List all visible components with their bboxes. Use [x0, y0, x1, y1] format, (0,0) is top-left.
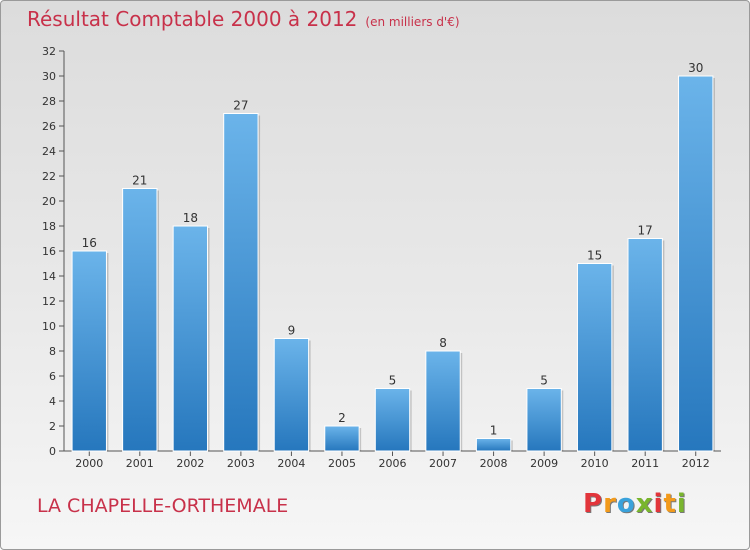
- bar-value-label: 15: [587, 249, 602, 263]
- bar-value-label: 8: [439, 336, 447, 350]
- chart-title: Résultat Comptable 2000 à 2012 (en millie…: [27, 7, 460, 31]
- bar-value-label: 1: [490, 424, 498, 438]
- x-tick-label: 2012: [682, 457, 710, 470]
- logo-letter: i: [676, 489, 687, 519]
- bar-value-label: 5: [389, 374, 397, 388]
- bar-value-label: 18: [183, 211, 198, 225]
- bar: [374, 388, 411, 452]
- x-tick-label: 2005: [328, 457, 356, 470]
- y-tick-label: 28: [42, 95, 56, 108]
- bar-value-label: 30: [688, 61, 703, 75]
- logo-letter: i: [653, 489, 664, 519]
- bar: [223, 113, 259, 452]
- bar: [526, 388, 562, 452]
- y-tick-label: 14: [42, 270, 56, 283]
- x-tick-label: 2006: [379, 457, 407, 470]
- bar-value-label: 2: [338, 411, 346, 425]
- bar-value-label: 27: [233, 99, 248, 113]
- bar-value-label: 5: [540, 374, 548, 388]
- commune-name: LA CHAPELLE-ORTHEMALE: [37, 495, 289, 517]
- x-tick-label: 2008: [480, 457, 508, 470]
- x-tick-label: 2001: [126, 457, 154, 470]
- bar: [425, 350, 461, 452]
- bar: [273, 338, 310, 452]
- logo-letter: o: [616, 489, 636, 519]
- chart-title-text: Résultat Comptable 2000 à 2012: [27, 7, 358, 31]
- logo-letter: r: [603, 489, 617, 519]
- y-tick-label: 30: [42, 70, 56, 83]
- bar: [627, 238, 663, 452]
- y-tick-label: 24: [42, 145, 56, 158]
- y-tick-label: 26: [42, 120, 56, 133]
- labels: 16 2000 21 2001 18 2002 27 2003 9 2004 2 2005 5 2006 8…: [75, 61, 709, 470]
- x-tick-label: 2011: [631, 457, 659, 470]
- y-tick-label: 22: [42, 170, 56, 183]
- bar: [71, 250, 107, 452]
- y-tick-label: 0: [49, 445, 56, 458]
- chart-subtitle: (en milliers d'€): [365, 15, 460, 29]
- x-tick-label: 2010: [581, 457, 609, 470]
- y-tick-label: 4: [49, 395, 56, 408]
- x-tick-label: 2003: [227, 457, 255, 470]
- bar: [324, 425, 360, 452]
- bar: [678, 75, 714, 452]
- bar-value-label: 16: [82, 236, 97, 250]
- y-tick-label: 18: [42, 220, 56, 233]
- y-tick-label: 32: [42, 45, 56, 58]
- y-tick-label: 2: [49, 420, 56, 433]
- bar-value-label: 21: [132, 174, 147, 188]
- x-tick-label: 2009: [530, 457, 558, 470]
- y-tick-label: 10: [42, 320, 56, 333]
- logo-letter: t: [663, 489, 677, 519]
- bars: [71, 75, 715, 452]
- proxiti-logo: Proxiti: [583, 489, 687, 519]
- y-tick-label: 6: [49, 370, 56, 383]
- bar: [172, 225, 209, 452]
- bar-value-label: 17: [638, 224, 653, 238]
- bar: [122, 188, 158, 452]
- x-tick-label: 2007: [429, 457, 457, 470]
- bar: [576, 263, 613, 452]
- y-tick-label: 12: [42, 295, 56, 308]
- y-tick-label: 16: [42, 245, 56, 258]
- x-tick-label: 2004: [277, 457, 305, 470]
- logo-letter: P: [583, 489, 604, 519]
- bar-value-label: 9: [288, 324, 296, 338]
- bar: [475, 438, 512, 452]
- y-tick-label: 20: [42, 195, 56, 208]
- x-tick-label: 2002: [176, 457, 204, 470]
- x-tick-label: 2000: [75, 457, 103, 470]
- logo-letter: x: [635, 489, 654, 519]
- y-tick-label: 8: [49, 345, 56, 358]
